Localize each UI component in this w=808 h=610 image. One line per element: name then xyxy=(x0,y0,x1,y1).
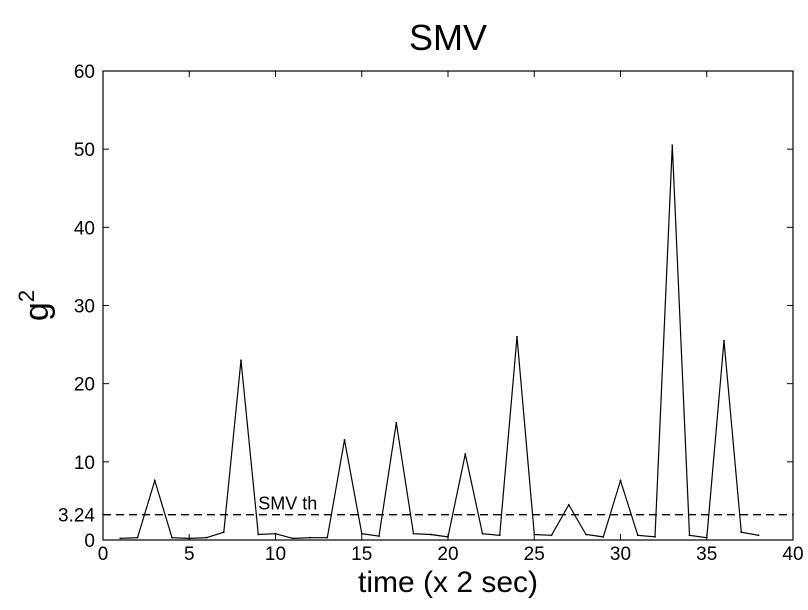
smv-data-point xyxy=(205,536,208,539)
smv-data-point xyxy=(291,537,294,540)
smv-data-point xyxy=(688,534,691,537)
smv-data-point xyxy=(309,536,311,539)
axes-frame xyxy=(102,70,794,541)
smv-data-point xyxy=(343,439,346,441)
smv-data-point xyxy=(274,532,277,535)
y-tick-label: 20 xyxy=(74,375,95,396)
smv-data-point xyxy=(188,537,191,540)
smv-data-point xyxy=(326,536,329,539)
x-tick-label: 40 xyxy=(782,544,803,565)
smv-data-point xyxy=(429,533,432,536)
smv-series-line xyxy=(120,145,759,540)
y-axis-label: g2 xyxy=(14,290,56,321)
smv-data-point xyxy=(360,532,363,535)
smv-data-point xyxy=(757,534,760,537)
x-tick-label: 35 xyxy=(696,544,717,565)
x-tick-label: 0 xyxy=(98,544,109,565)
smv-data-point xyxy=(723,339,725,342)
smv-data-point xyxy=(119,537,122,540)
smv-data-point xyxy=(619,479,622,482)
smv-data-point xyxy=(171,536,173,539)
smv-data-point xyxy=(481,532,484,535)
smv-data-point xyxy=(447,535,449,538)
smv-data-point xyxy=(464,453,467,455)
y-tick-label: 0 xyxy=(84,531,95,552)
threshold-label: SMV th xyxy=(258,494,317,514)
smv-data-point xyxy=(498,534,501,537)
smv-data-point xyxy=(533,533,536,536)
x-tick-label: 20 xyxy=(437,544,458,565)
smv-data-point xyxy=(671,144,674,147)
smv-data-point xyxy=(153,479,156,482)
x-tick-label: 5 xyxy=(184,544,195,565)
y-tick-label: 60 xyxy=(74,62,95,83)
chart-title: SMV xyxy=(409,17,487,58)
smv-data-point xyxy=(136,536,139,539)
smv-data-point xyxy=(222,531,225,534)
x-tick-label: 25 xyxy=(524,544,545,565)
x-tick-label: 15 xyxy=(351,544,372,565)
smv-data-point xyxy=(516,335,518,338)
x-tick-label: 30 xyxy=(610,544,631,565)
smv-data-point xyxy=(567,503,570,506)
y-tick-label: 50 xyxy=(74,140,95,161)
y-tick-label: 30 xyxy=(74,297,95,318)
y-tick-label-threshold: 3.24 xyxy=(58,506,95,527)
y-axis-label-base: g xyxy=(18,302,56,321)
smv-data-point xyxy=(378,535,380,537)
y-axis-label-exponent: 2 xyxy=(14,290,39,302)
smv-data-point xyxy=(585,533,587,536)
smv-data-point xyxy=(740,531,743,534)
x-axis-label: time (x 2 sec) xyxy=(358,566,538,599)
y-tick-label: 40 xyxy=(74,218,95,239)
smv-data-point xyxy=(602,535,605,538)
smv-data-point xyxy=(636,534,639,537)
smv-data-point xyxy=(412,532,415,535)
x-tick-label: 10 xyxy=(265,544,286,565)
smv-data-point xyxy=(240,359,242,362)
y-tick-label: 10 xyxy=(74,453,95,474)
smv-data-point xyxy=(550,534,553,537)
smv-data-point xyxy=(257,533,260,536)
smv-data-point xyxy=(395,421,398,424)
smv-data-point xyxy=(654,535,656,538)
plot-area: 0 5 10 15 20 25 30 35 40 0 10 20 30 40 50 60 3.24 SMV th xyxy=(58,62,804,565)
smv-data-point xyxy=(705,536,708,539)
